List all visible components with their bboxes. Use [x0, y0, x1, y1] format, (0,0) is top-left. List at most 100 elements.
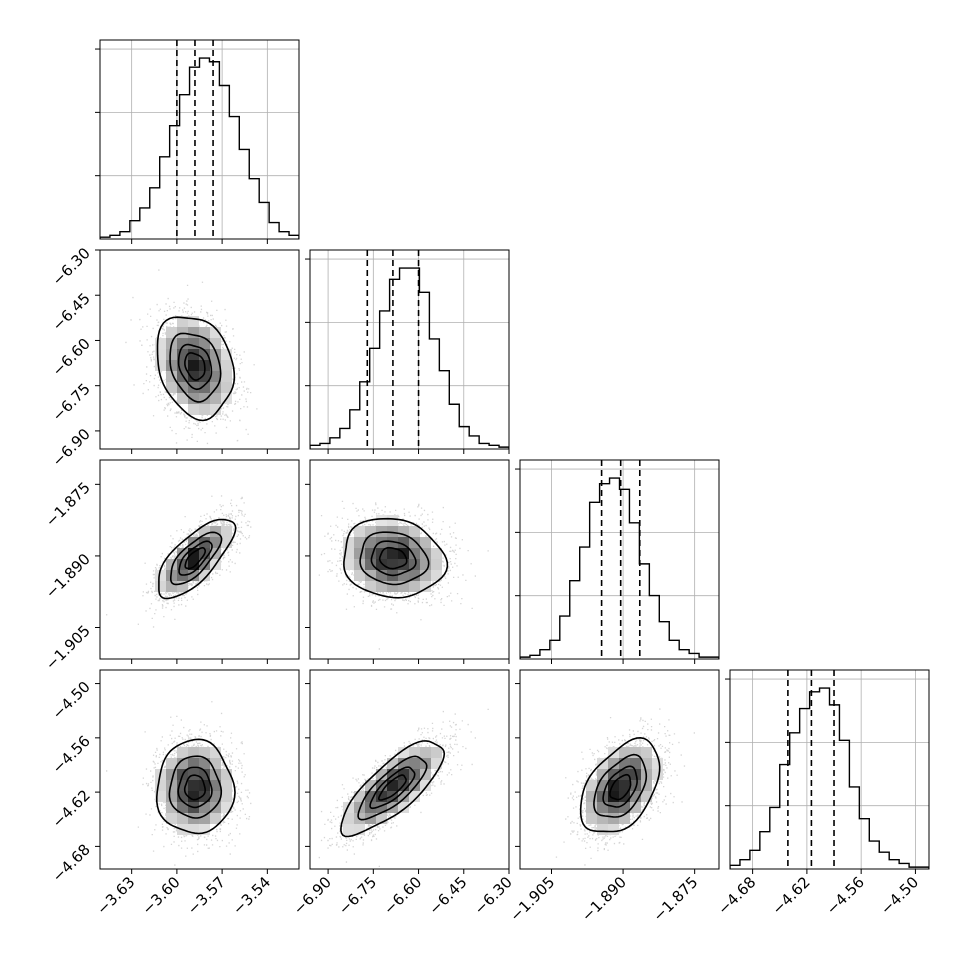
density-cell: [210, 360, 221, 371]
contour-line: [170, 531, 223, 586]
contour-line: [370, 540, 417, 577]
density-cell: [177, 327, 188, 338]
x-tick-label: −6.45: [425, 873, 470, 918]
panel-content: [106, 701, 252, 866]
density-cell: [387, 758, 398, 769]
density-cell: [398, 791, 409, 802]
density-cell: [188, 824, 199, 835]
x-tick-label: −1.890: [578, 873, 630, 925]
contour-line: [359, 531, 430, 586]
density-cell: [343, 559, 354, 570]
density-cell: [586, 802, 597, 813]
density-cell: [199, 404, 210, 415]
x-tick-label: −3.57: [184, 873, 229, 918]
histogram-panel-4: [725, 669, 930, 870]
density-cell: [199, 349, 210, 360]
density-cell: [221, 360, 232, 371]
density-cell: [177, 559, 188, 570]
density-cell: [641, 747, 652, 758]
density-cell: [608, 802, 619, 813]
density-cell: [199, 769, 210, 780]
density-cell: [177, 813, 188, 824]
density-cell: [166, 559, 177, 570]
density-cell: [188, 393, 199, 404]
density-cell: [166, 758, 177, 769]
density-cell: [398, 526, 409, 537]
density-cell: [343, 813, 354, 824]
density-cell: [376, 813, 387, 824]
panel-content: [318, 708, 489, 867]
x-tick-label: −3.63: [93, 873, 138, 918]
density-cell: [188, 780, 199, 791]
panel-content: [310, 500, 489, 650]
density-cell: [365, 570, 376, 581]
contour-line: [184, 547, 206, 570]
density-cell: [376, 570, 387, 581]
x-tick-label: −3.54: [229, 873, 274, 918]
panel-frame: [519, 669, 720, 870]
density-cell: [619, 758, 630, 769]
density-cell: [155, 570, 166, 581]
y-tick-label: −1.875: [42, 478, 94, 530]
density-cell: [398, 769, 409, 780]
density-cell: [221, 349, 232, 360]
density-cell: [188, 559, 199, 570]
density-cell: [354, 570, 365, 581]
panel-content: [555, 708, 695, 866]
density-cell: [188, 349, 199, 360]
histogram-step-line: [520, 477, 719, 659]
density-cell: [597, 802, 608, 813]
x-tick-label: −6.90: [290, 873, 335, 918]
y-tick-label: −4.68: [49, 840, 94, 885]
density-cell: [166, 382, 177, 393]
density-cell: [431, 747, 442, 758]
density-cell: [166, 813, 177, 824]
contour-line: [377, 774, 407, 801]
density-cell: [420, 559, 431, 570]
density-cell: [177, 747, 188, 758]
density-cell: [199, 526, 210, 537]
contour-line: [609, 773, 632, 801]
density-cell: [365, 780, 376, 791]
density-cell: [343, 824, 354, 835]
density-cell: [188, 747, 199, 758]
density-cell: [166, 802, 177, 813]
density-cell: [387, 548, 398, 559]
density-cell: [221, 537, 232, 548]
density-cell: [221, 791, 232, 802]
panel-frame: [309, 669, 510, 870]
density-cell: [652, 769, 663, 780]
y-tick-label: −6.30: [49, 244, 94, 289]
density-cell: [387, 526, 398, 537]
y-tick-label: −6.75: [49, 380, 94, 425]
panel-frame: [99, 39, 300, 240]
density-cell: [177, 581, 188, 592]
contour-line: [177, 766, 213, 809]
density-cell: [365, 581, 376, 592]
density-cell: [188, 404, 199, 415]
contour-line: [602, 765, 638, 808]
contour-line: [593, 753, 648, 818]
density-cell: [343, 537, 354, 548]
density-cell: [155, 338, 166, 349]
density-cell: [199, 791, 210, 802]
scatter-panel-1-3: [99, 459, 300, 660]
density-cell: [409, 581, 420, 592]
y-tick-label: −6.60: [49, 335, 94, 380]
contour-line: [343, 517, 449, 599]
x-tick-label: −1.875: [650, 873, 702, 925]
density-cell: [387, 515, 398, 526]
density-cell: [365, 548, 376, 559]
x-tick-label: −6.60: [380, 873, 425, 918]
panel-frame: [99, 459, 300, 660]
contour-line: [168, 755, 223, 819]
density-cell: [619, 747, 630, 758]
density-cell: [630, 780, 641, 791]
density-cell: [166, 769, 177, 780]
density-cell: [597, 780, 608, 791]
density-cell: [354, 559, 365, 570]
density-cell: [398, 758, 409, 769]
density-cell: [365, 791, 376, 802]
contour-line: [340, 740, 446, 838]
density-cell: [210, 404, 221, 415]
